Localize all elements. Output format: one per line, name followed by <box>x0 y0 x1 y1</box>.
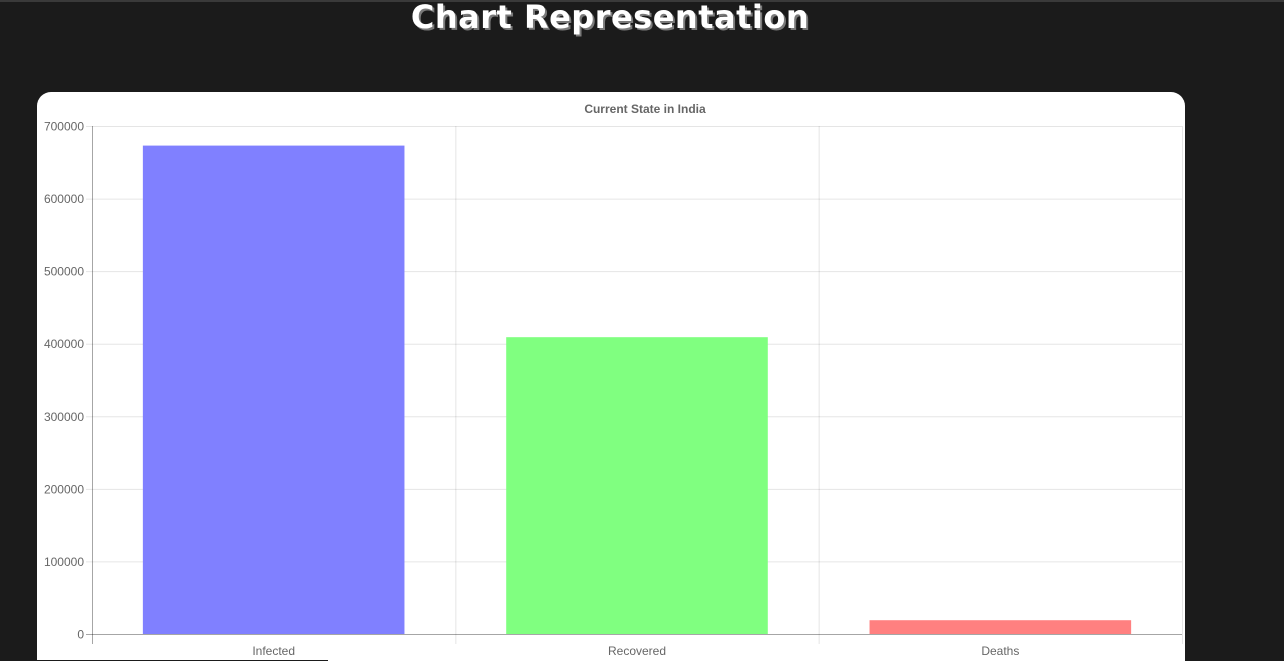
y-tick-label-1: 100000 <box>44 555 84 569</box>
x-category-label-infected: Infected <box>252 644 295 658</box>
y-axis-tick-labels: 0 100000 200000 300000 400000 500000 600000 700… <box>44 120 84 642</box>
y-tick-label-5: 500000 <box>44 265 84 279</box>
bar-recovered[interactable] <box>506 337 768 634</box>
window-top-border <box>0 0 1284 2</box>
chart-bars <box>142 145 1132 634</box>
y-tick-label-2: 200000 <box>44 482 84 496</box>
y-tick-label-6: 600000 <box>44 192 84 206</box>
x-category-label-deaths: Deaths <box>981 644 1019 658</box>
y-tick-label-7: 700000 <box>44 120 84 134</box>
bar-infected[interactable] <box>142 145 405 634</box>
bar-chart: Current State in India 0 100000 200000 3000… <box>44 102 1183 658</box>
y-tick-label-3: 300000 <box>44 410 84 424</box>
y-tick-label-0: 0 <box>77 628 84 642</box>
x-axis-category-labels: Infected Recovered Deaths <box>252 644 1019 658</box>
chart-axes <box>86 126 1182 644</box>
bar-deaths[interactable] <box>869 620 1132 634</box>
x-category-label-recovered: Recovered <box>608 644 666 658</box>
chart-title: Current State in India <box>584 102 706 116</box>
y-tick-label-4: 400000 <box>44 337 84 351</box>
chart-card: Current State in India 0 100000 200000 3000… <box>37 92 1185 660</box>
page-title: Chart Representation <box>410 0 810 36</box>
